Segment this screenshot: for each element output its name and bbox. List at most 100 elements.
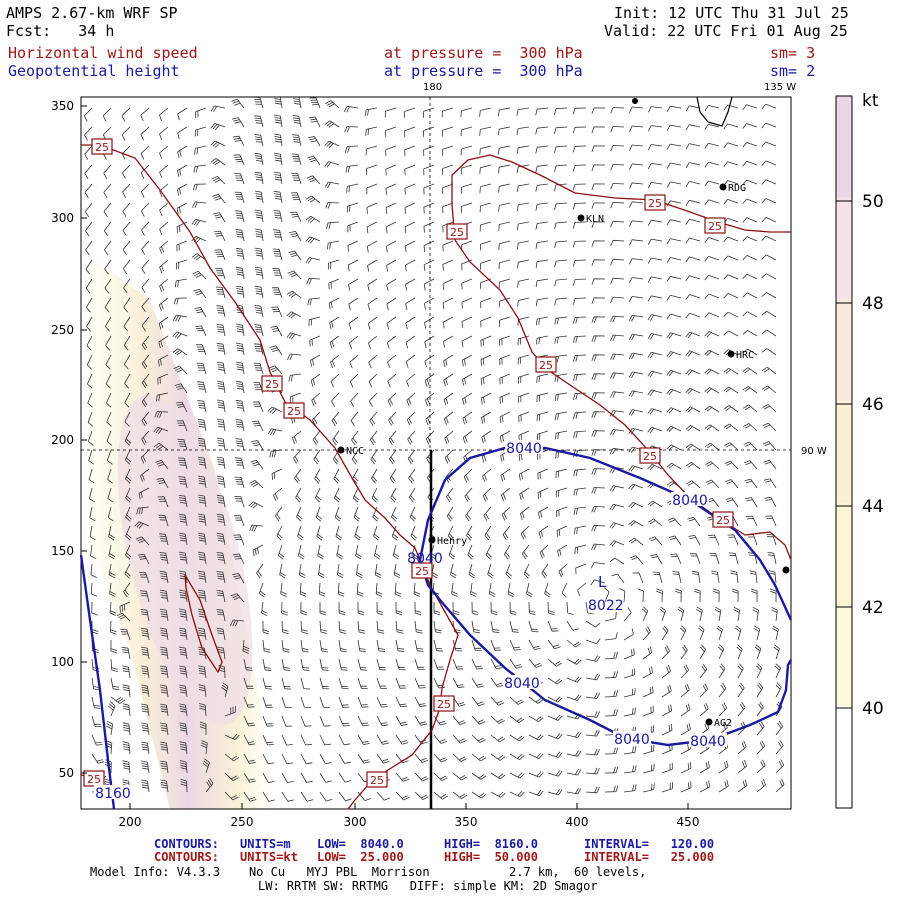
wind-barb bbox=[198, 551, 207, 565]
wind-barb bbox=[591, 221, 606, 228]
wind-barb bbox=[610, 296, 625, 304]
wind-barb bbox=[661, 684, 672, 698]
wind-barb bbox=[591, 468, 606, 475]
wind-barb bbox=[516, 126, 530, 135]
footer-contours-1: CONTOURS: bbox=[154, 837, 220, 851]
wind-barb bbox=[585, 638, 601, 644]
wind-barb bbox=[274, 114, 283, 128]
wind-barb bbox=[656, 588, 663, 603]
wind-barb bbox=[234, 457, 245, 470]
wind-barb bbox=[554, 354, 568, 363]
wind-barb bbox=[328, 297, 340, 310]
wind-barb bbox=[723, 274, 739, 280]
wind-barb bbox=[666, 369, 682, 377]
wind-barb bbox=[479, 126, 492, 136]
wind-barb bbox=[243, 696, 255, 708]
wind-barb bbox=[704, 237, 720, 243]
wind-barb bbox=[499, 392, 511, 404]
wind-barb bbox=[591, 373, 606, 380]
wind-barb bbox=[270, 325, 283, 337]
wind-barb bbox=[253, 97, 264, 109]
wind-barb bbox=[324, 140, 340, 148]
wind-barb bbox=[642, 626, 651, 641]
wind-barb bbox=[235, 361, 245, 375]
wind-barb bbox=[253, 343, 264, 356]
wind-barb bbox=[405, 297, 416, 310]
wind-barb bbox=[252, 401, 264, 413]
wind-barb bbox=[629, 125, 644, 132]
wind-barb bbox=[490, 658, 503, 670]
wind-barb bbox=[347, 259, 359, 272]
wind-barb bbox=[136, 506, 150, 515]
footer-interval-1: INTERVAL= 120.00 bbox=[584, 837, 715, 851]
wind-barb bbox=[497, 107, 511, 117]
model-title: AMPS 2.67-km WRF SP bbox=[6, 4, 178, 22]
wind-barb bbox=[404, 145, 416, 157]
wind-barb bbox=[461, 335, 473, 348]
wind-barb bbox=[718, 663, 726, 679]
wind-barb bbox=[535, 259, 549, 268]
wind-barb bbox=[661, 625, 669, 641]
wind-barb bbox=[547, 696, 563, 703]
wind-barb bbox=[261, 601, 268, 617]
wind-barb bbox=[471, 791, 487, 799]
wind-barb bbox=[670, 553, 682, 565]
wind-barb bbox=[255, 247, 264, 261]
station-dot bbox=[632, 98, 638, 104]
wind-barb bbox=[623, 688, 636, 698]
wind-barb bbox=[192, 270, 207, 280]
footer-contours-2: CONTOURS: bbox=[154, 850, 220, 864]
wind-barb bbox=[443, 354, 454, 367]
wind-barb bbox=[353, 506, 360, 522]
wind-barb bbox=[666, 181, 682, 188]
wind-barb bbox=[666, 275, 682, 282]
wind-barb bbox=[519, 487, 530, 501]
wind-barb bbox=[297, 525, 304, 541]
wind-barb bbox=[197, 381, 207, 394]
wind-barb bbox=[106, 449, 113, 465]
wind-barb bbox=[554, 373, 568, 382]
wind-barb bbox=[423, 164, 435, 176]
wind-barb bbox=[554, 240, 568, 249]
wind-barb bbox=[158, 297, 169, 311]
wind-barb bbox=[255, 190, 264, 204]
wind-barb bbox=[647, 276, 663, 283]
wind-barb bbox=[338, 791, 352, 802]
wind-barb bbox=[441, 126, 454, 137]
wind-barb bbox=[648, 536, 663, 546]
wind-barb bbox=[471, 639, 482, 651]
wind-barb bbox=[367, 297, 378, 311]
wind-barb bbox=[591, 524, 606, 532]
wind-barb bbox=[395, 620, 404, 634]
wind-barb bbox=[367, 259, 378, 272]
wind-barb bbox=[623, 668, 636, 679]
wind-barb bbox=[685, 181, 701, 188]
wind-barb bbox=[685, 331, 701, 339]
wind-barb bbox=[86, 316, 93, 332]
wind-barb bbox=[159, 570, 169, 584]
wind-barb bbox=[647, 389, 663, 396]
wind-barb bbox=[423, 145, 435, 157]
wind-barb bbox=[107, 468, 113, 484]
wind-barb bbox=[585, 601, 594, 615]
wind-barb bbox=[176, 221, 188, 233]
wind-barb bbox=[647, 125, 663, 132]
wind-barb bbox=[535, 183, 549, 192]
wind-barb bbox=[479, 145, 492, 155]
wind-barb bbox=[591, 335, 606, 342]
wind-barb bbox=[386, 316, 397, 330]
wind-barb bbox=[390, 487, 397, 503]
wind-barb bbox=[761, 254, 777, 261]
wind-barb bbox=[488, 582, 496, 598]
wind-barb bbox=[140, 126, 150, 141]
wind-barb bbox=[689, 553, 701, 565]
wind-barb bbox=[191, 253, 207, 261]
wind-barb bbox=[373, 525, 380, 541]
wind-barb bbox=[281, 772, 294, 783]
wind-barb bbox=[518, 468, 530, 481]
wind-barb bbox=[159, 552, 169, 565]
wind-barb bbox=[465, 506, 473, 522]
wind-barb bbox=[212, 193, 226, 204]
wind-barb bbox=[528, 696, 544, 704]
wind-barb bbox=[124, 449, 132, 465]
